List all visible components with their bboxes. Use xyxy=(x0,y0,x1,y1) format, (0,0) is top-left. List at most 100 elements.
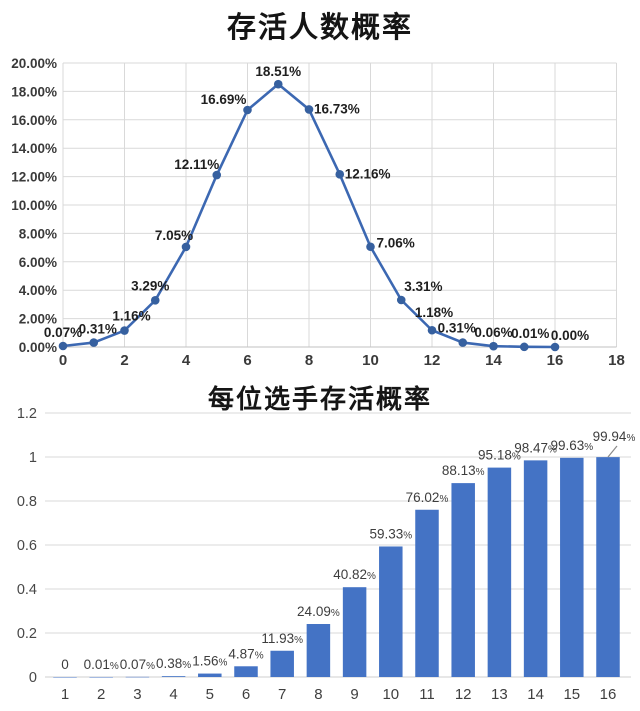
x-axis-tick-label: 2 xyxy=(97,686,105,703)
y-axis-tick-label: 8.00% xyxy=(19,226,57,241)
bar-data-label: 1.56% xyxy=(192,654,227,669)
bar-data-label: 59.33% xyxy=(369,526,412,541)
x-axis-tick-label: 18 xyxy=(608,352,625,369)
bar-data-label: 95.18% xyxy=(478,448,521,463)
x-axis-tick-label: 6 xyxy=(243,352,251,369)
x-axis-tick-label: 6 xyxy=(242,686,250,703)
data-point-label: 3.31% xyxy=(404,279,442,294)
x-axis-tick-label: 8 xyxy=(314,686,322,703)
survival-probability-bar xyxy=(487,467,512,677)
x-axis-tick-label: 13 xyxy=(491,686,508,703)
survival-probability-bar xyxy=(451,483,475,677)
data-point-label: 3.29% xyxy=(131,278,169,293)
x-axis-tick-label: 4 xyxy=(182,352,191,369)
data-point-label: 0.31% xyxy=(438,321,476,336)
survival-probability-bar xyxy=(306,624,331,677)
x-axis-tick-label: 0 xyxy=(59,352,67,369)
survival-probability-bar xyxy=(415,509,439,677)
y-axis-tick-label: 0.8 xyxy=(17,494,37,510)
data-point-label: 7.06% xyxy=(377,236,415,251)
y-axis-tick-label: 0 xyxy=(29,670,37,686)
data-point-label: 0.01% xyxy=(511,326,549,341)
survival-probability-bar xyxy=(89,676,113,678)
x-axis-tick-label: 4 xyxy=(169,686,177,703)
x-axis-tick-label: 3 xyxy=(133,686,141,703)
data-point-marker xyxy=(366,242,375,252)
x-axis-tick-label: 9 xyxy=(350,686,358,703)
y-axis-tick-label: 2.00% xyxy=(19,312,57,327)
y-axis-tick-label: 1 xyxy=(29,450,37,466)
survival-probability-bar xyxy=(161,676,186,677)
survival-probability-bar xyxy=(125,676,150,678)
y-axis-tick-label: 12.00% xyxy=(11,170,57,185)
survival-probability-bar xyxy=(234,666,258,677)
y-axis-tick-label: 0.4 xyxy=(17,582,37,598)
data-point-marker xyxy=(150,295,160,305)
y-axis-tick-label: 10.00% xyxy=(11,198,57,213)
data-point-marker xyxy=(89,338,99,347)
data-point-label: 0.06% xyxy=(474,325,512,340)
bar-data-label: 24.09% xyxy=(297,604,340,619)
bar-data-label: 0.38% xyxy=(156,656,191,671)
x-axis-tick-label: 16 xyxy=(547,352,564,369)
bar-data-label: 0.07% xyxy=(120,657,155,672)
y-axis-tick-label: 20.00% xyxy=(11,56,57,71)
data-point-label: 0.00% xyxy=(551,328,589,343)
y-axis-tick-label: 16.00% xyxy=(11,113,57,128)
x-axis-tick-label: 5 xyxy=(206,686,214,703)
bar-data-label: 99.63% xyxy=(550,438,593,453)
data-point-marker xyxy=(458,338,468,347)
data-point-marker xyxy=(273,79,283,89)
data-point-label: 18.51% xyxy=(255,64,301,79)
data-point-marker xyxy=(212,170,222,180)
data-point-marker xyxy=(396,295,406,305)
bar-data-label: 11.93% xyxy=(261,631,303,646)
x-axis-tick-label: 12 xyxy=(455,686,472,703)
y-axis-tick-label: 1.2 xyxy=(17,406,37,422)
x-axis-tick-label: 10 xyxy=(362,352,379,369)
data-point-label: 16.73% xyxy=(314,101,360,116)
data-point-label: 1.18% xyxy=(415,305,453,320)
data-point-marker xyxy=(427,325,437,335)
survival-probability-bar xyxy=(270,650,294,677)
data-point-marker xyxy=(335,170,345,179)
survival-probability-bar xyxy=(560,457,584,677)
bar-data-label: 98.47% xyxy=(514,440,557,455)
data-point-label: 0.07% xyxy=(44,325,82,340)
x-axis-tick-label: 12 xyxy=(424,352,441,369)
data-point-marker xyxy=(181,242,191,252)
data-point-label: 7.05% xyxy=(155,228,193,243)
y-axis-tick-label: 18.00% xyxy=(11,84,57,99)
y-axis-tick-label: 0.2 xyxy=(17,626,37,642)
x-axis-tick-label: 10 xyxy=(382,686,399,703)
bar-data-label: 88.13% xyxy=(442,463,485,478)
x-axis-tick-label: 7 xyxy=(278,686,286,703)
bar-data-label: 99.94% xyxy=(593,429,636,444)
bar-data-label: 76.02% xyxy=(406,490,449,505)
x-axis-tick-label: 8 xyxy=(305,352,313,369)
data-point-marker xyxy=(304,105,314,114)
data-point-label: 12.16% xyxy=(345,166,391,181)
data-point-label: 12.11% xyxy=(174,157,219,172)
y-axis-tick-label: 6.00% xyxy=(19,255,57,270)
bar-data-label: 0.01% xyxy=(84,657,119,672)
y-axis-tick-label: 0.6 xyxy=(17,538,37,554)
data-point-label: 16.69% xyxy=(201,92,247,107)
survival-probability-bar xyxy=(596,457,620,677)
bar-data-label: 0 xyxy=(61,657,69,672)
data-point-marker xyxy=(120,326,129,335)
y-axis-tick-label: 14.00% xyxy=(11,141,57,156)
y-axis-tick-label: 4.00% xyxy=(19,283,57,298)
x-axis-tick-label: 14 xyxy=(485,352,502,369)
label-leader-line xyxy=(607,445,618,458)
survival-probability-bar xyxy=(523,460,548,677)
bar-data-label: 40.82% xyxy=(333,567,376,582)
y-axis-tick-label: 0.00% xyxy=(19,340,57,355)
bar-chart-title: 每位选手存活概率 xyxy=(207,384,432,414)
bar-data-label: 4.87% xyxy=(228,646,263,661)
line-chart-title: 存活人数概率 xyxy=(226,12,413,44)
data-point-marker xyxy=(519,342,529,352)
data-point-label: 1.16% xyxy=(112,309,150,324)
